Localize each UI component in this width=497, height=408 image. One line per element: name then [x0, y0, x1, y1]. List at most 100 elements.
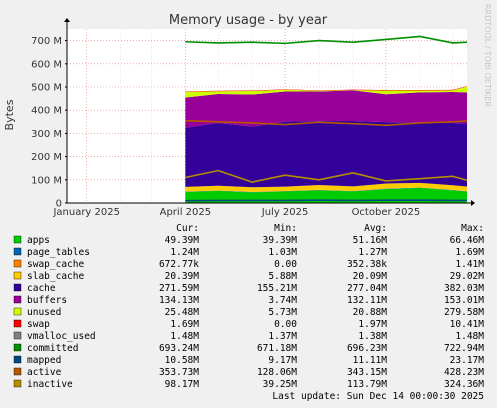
legend-cur: 271.59M — [159, 283, 199, 294]
legend-avg: 113.79M — [347, 379, 387, 390]
legend-min: 5.88M — [268, 271, 297, 282]
legend-cur: 25.48M — [165, 307, 200, 318]
legend-max: 23.17M — [450, 355, 485, 366]
last-update: Last update: Sun Dec 14 00:00:30 2025 — [272, 391, 484, 402]
legend-row-slab_cache: slab_cache 20.39M 5.88M 20.09M 29.02M — [13, 271, 485, 282]
legend-min: 9.17M — [268, 355, 297, 366]
legend-header: Min: — [274, 223, 297, 234]
line-active — [185, 119, 468, 127]
legend-swatch — [13, 355, 22, 364]
legend-swatch — [13, 295, 22, 304]
y-tick-label: 100 M — [31, 175, 62, 186]
legend-header: Avg: — [364, 223, 387, 234]
legend-swatch — [13, 331, 22, 340]
legend-header: Max: — [461, 223, 484, 234]
legend-name: slab_cache — [27, 271, 84, 282]
legend-swatch — [13, 259, 22, 268]
legend-name: swap_cache — [27, 259, 84, 270]
legend-row-inactive: inactive 98.17M 39.25M 113.79M 324.36M — [13, 379, 484, 390]
legend-cur: 693.24M — [159, 343, 199, 354]
legend: Cur: Min: Avg: Max: apps 49.39M 39.39M 51.16M 6… — [13, 223, 485, 390]
legend-row-swap: swap 1.69M 0.00 1.97M 10.41M — [13, 319, 485, 330]
area-unused — [185, 86, 467, 98]
legend-swatch — [13, 283, 22, 292]
x-tick-labels: January 2025 April 2025 July 2025 October 2… — [52, 207, 420, 218]
legend-row-apps: apps 49.39M 39.39M 51.16M 66.46M — [13, 235, 485, 246]
legend-max: 1.41M — [455, 259, 484, 270]
legend-row-committed: committed 693.24M 671.18M 696.23M 722.94M — [13, 343, 484, 354]
legend-row-unused: unused 25.48M 5.73M 20.88M 279.58M — [13, 307, 484, 318]
legend-row-cache: cache 271.59M 155.21M 277.04M 382.03M — [13, 283, 484, 294]
legend-min: 128.06M — [257, 367, 297, 378]
legend-name: vmalloc_used — [27, 331, 96, 342]
legend-avg: 20.88M — [353, 307, 388, 318]
legend-max: 382.03M — [444, 283, 484, 294]
legend-name: apps — [27, 235, 50, 246]
axes — [64, 18, 475, 206]
legend-avg: 20.09M — [353, 271, 388, 282]
legend-avg: 277.04M — [347, 283, 387, 294]
legend-max: 1.48M — [455, 331, 484, 342]
legend-name: unused — [27, 307, 61, 318]
legend-swatch — [13, 235, 22, 244]
legend-avg: 11.11M — [353, 355, 388, 366]
legend-avg: 343.15M — [347, 367, 387, 378]
legend-name: buffers — [27, 295, 67, 306]
legend-swatch — [13, 343, 22, 352]
legend-name: cache — [27, 283, 56, 294]
legend-max: 1.69M — [455, 247, 484, 258]
area-buffers — [185, 90, 467, 128]
legend-cur: 1.48M — [170, 331, 199, 342]
legend-row-vmalloc_used: vmalloc_used 1.48M 1.37M 1.38M 1.48M — [13, 331, 484, 342]
legend-max: 29.02M — [450, 271, 485, 282]
x-tick-label: July 2025 — [261, 207, 309, 218]
legend-avg: 1.97M — [358, 319, 387, 330]
x-axis-arrow — [471, 200, 475, 206]
legend-avg: 1.38M — [358, 331, 387, 342]
chart-title: Memory usage - by year — [169, 13, 328, 28]
legend-swatch — [13, 307, 22, 316]
legend-name: page_tables — [27, 247, 90, 258]
legend-swatch — [13, 379, 22, 388]
legend-row-buffers: buffers 134.13M 3.74M 132.11M 153.01M — [13, 295, 484, 306]
legend-avg: 696.23M — [347, 343, 387, 354]
y-axis-arrow — [64, 18, 70, 22]
line-committed — [185, 35, 468, 45]
legend-cur: 20.39M — [165, 271, 200, 282]
legend-cur: 1.69M — [170, 319, 199, 330]
x-tick-label: January 2025 — [52, 207, 120, 218]
area-slab_cache — [185, 182, 467, 192]
legend-max: 722.94M — [444, 343, 484, 354]
legend-name: swap — [27, 319, 50, 330]
series-lines — [185, 35, 468, 202]
area-apps — [185, 187, 467, 203]
legend-min: 1.03M — [268, 247, 297, 258]
legend-name: mapped — [27, 355, 61, 366]
legend-cur: 1.24M — [170, 247, 199, 258]
legend-name: active — [27, 367, 62, 378]
legend-cur: 672.77k — [159, 259, 199, 270]
y-tick-label: 600 M — [31, 59, 62, 70]
legend-name: committed — [27, 343, 78, 354]
legend-avg: 1.27M — [358, 247, 387, 258]
legend-max: 10.41M — [450, 319, 485, 330]
y-tick-label: 0 — [56, 199, 62, 210]
legend-avg: 352.38k — [347, 259, 387, 270]
legend-min: 3.74M — [268, 295, 297, 306]
legend-max: 428.23M — [444, 367, 484, 378]
legend-min: 5.73M — [268, 307, 297, 318]
legend-swatch — [13, 319, 22, 328]
legend-max: 66.46M — [450, 235, 485, 246]
y-tick-label: 300 M — [31, 129, 62, 140]
x-tick-label: April 2025 — [160, 207, 211, 218]
area-swap — [185, 86, 467, 92]
legend-row-mapped: mapped 10.58M 9.17M 11.11M 23.17M — [13, 355, 485, 366]
legend-rows: apps 49.39M 39.39M 51.16M 66.46M page_tables 1… — [13, 235, 485, 390]
legend-min: 155.21M — [257, 283, 297, 294]
legend-min: 0.00 — [274, 319, 297, 330]
legend-row-swap_cache: swap_cache 672.77k 0.00 352.38k 1.41M — [13, 259, 484, 270]
legend-max: 279.58M — [444, 307, 484, 318]
legend-headers: Cur: Min: Avg: Max: — [176, 223, 484, 234]
legend-min: 0.00 — [274, 259, 297, 270]
